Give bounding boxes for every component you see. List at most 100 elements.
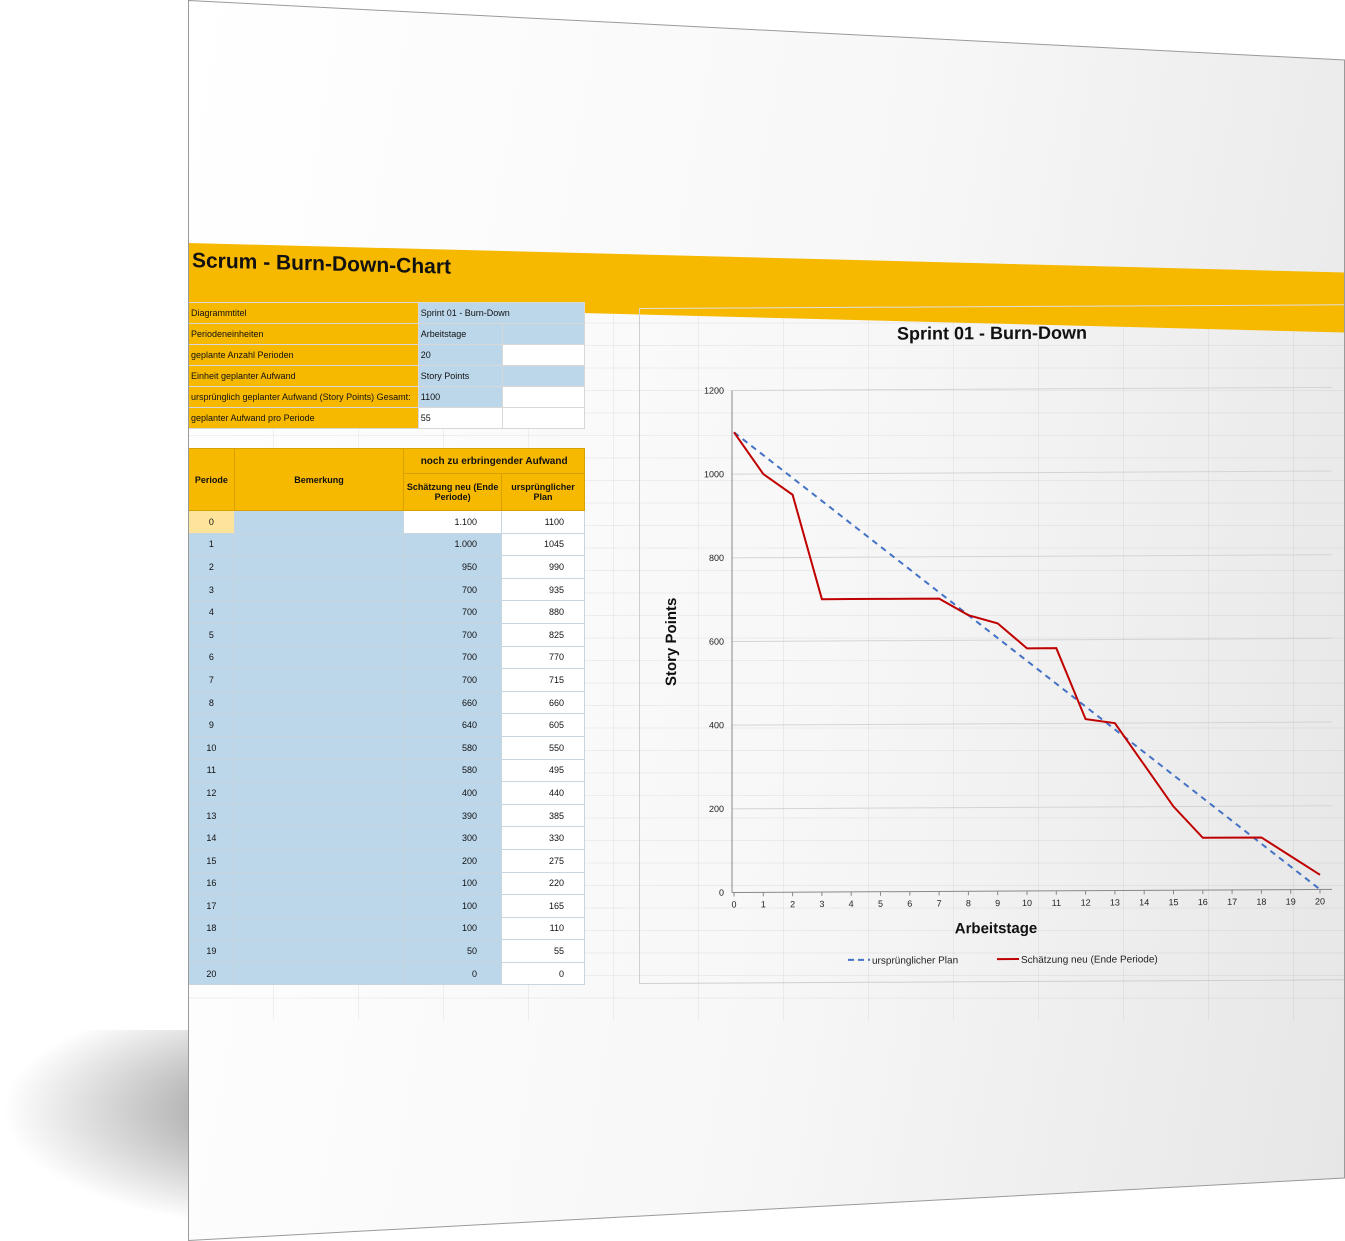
bemerkung-cell[interactable]	[233, 894, 405, 918]
schaetzung-cell[interactable]: 580	[403, 735, 503, 760]
periode-cell: 2	[188, 555, 235, 579]
bemerkung-cell[interactable]	[233, 916, 405, 941]
plan-cell: 385	[501, 803, 585, 828]
param-value[interactable]: 1100	[417, 386, 503, 408]
table-row: 9 640 605	[188, 713, 585, 737]
schaetzung-cell[interactable]: 1.100	[403, 510, 503, 534]
schaetzung-cell[interactable]: 640	[403, 713, 503, 737]
param-extra-cell[interactable]	[501, 365, 586, 387]
periode-cell: 11	[188, 758, 235, 783]
chart-svg: Sprint 01 - Burn-Down0200400600800100012…	[663, 323, 1332, 967]
param-value[interactable]: Story Points	[417, 365, 503, 387]
y-tick-label: 600	[709, 637, 724, 647]
table-row: 10 580 550	[188, 735, 585, 760]
bemerkung-cell[interactable]	[233, 735, 405, 760]
periode-cell: 13	[188, 803, 235, 828]
y-tick-label: 1200	[704, 386, 724, 396]
param-row: ursprünglich geplanter Aufwand (Story Po…	[188, 386, 586, 408]
bemerkung-cell[interactable]	[233, 532, 405, 557]
bemerkung-cell[interactable]	[233, 622, 405, 647]
table-row: 16 100 220	[188, 871, 585, 896]
schaetzung-cell[interactable]: 950	[403, 555, 503, 579]
bemerkung-cell[interactable]	[233, 961, 405, 986]
parameter-table: Diagrammtitel Sprint 01 - Burn-Down Period…	[188, 302, 586, 429]
bemerkung-cell[interactable]	[233, 555, 405, 579]
table-row: 18 100 110	[188, 916, 585, 941]
schaetzung-cell[interactable]: 700	[403, 577, 503, 602]
schaetzung-cell[interactable]: 0	[403, 961, 503, 986]
series-line-plan	[733, 431, 1321, 891]
plan-cell: 275	[501, 848, 585, 873]
bemerkung-cell[interactable]	[233, 600, 405, 624]
bemerkung-cell[interactable]	[233, 848, 405, 873]
y-tick-label: 400	[709, 720, 724, 730]
param-row: geplanter Aufwand pro Periode 55	[188, 407, 586, 429]
schaetzung-cell[interactable]: 700	[403, 668, 503, 692]
param-extra-cell[interactable]	[501, 386, 586, 408]
schaetzung-cell[interactable]: 390	[403, 803, 503, 828]
schaetzung-cell[interactable]: 580	[403, 758, 503, 783]
schaetzung-cell[interactable]: 300	[403, 826, 503, 850]
schaetzung-cell[interactable]: 100	[403, 894, 503, 918]
param-extra-cell[interactable]	[501, 344, 586, 366]
param-value[interactable]: Arbeitstage	[417, 323, 503, 345]
schaetzung-cell[interactable]: 200	[403, 848, 503, 873]
param-extra-cell[interactable]	[501, 407, 586, 429]
x-tick-label: 6	[907, 899, 912, 909]
bemerkung-cell[interactable]	[233, 713, 405, 737]
param-value[interactable]: 55	[417, 407, 503, 429]
x-tick-label: 20	[1315, 896, 1325, 906]
schaetzung-cell[interactable]: 100	[403, 916, 503, 941]
schaetzung-cell[interactable]: 660	[403, 690, 503, 715]
bemerkung-cell[interactable]	[233, 758, 405, 783]
bemerkung-cell[interactable]	[233, 781, 405, 805]
bemerkung-cell[interactable]	[233, 826, 405, 850]
schaetzung-cell[interactable]: 50	[403, 939, 503, 963]
burn-down-chart: Sprint 01 - Burn-Down 0 200 400 600 800 1000 12…	[639, 304, 1345, 985]
schaetzung-cell[interactable]: 700	[403, 645, 503, 670]
param-label: ursprünglich geplanter Aufwand (Story Po…	[188, 386, 419, 408]
bemerkung-cell[interactable]	[233, 645, 405, 670]
bemerkung-cell[interactable]	[233, 510, 405, 534]
x-tick-label: 9	[995, 898, 1000, 908]
bemerkung-cell[interactable]	[233, 803, 405, 828]
gridline	[732, 386, 1332, 392]
legend-label: ursprünglicher Plan	[872, 955, 958, 966]
col-header-bemerkung: Bemerkung	[233, 448, 405, 511]
x-tick-label: 14	[1139, 897, 1149, 907]
bemerkung-cell[interactable]	[233, 577, 405, 602]
periode-cell: 9	[188, 713, 235, 737]
plan-cell: 935	[501, 577, 585, 602]
plan-cell: 110	[501, 916, 585, 941]
schaetzung-cell[interactable]: 700	[403, 600, 503, 624]
col-header-plan: ursprünglicher Plan	[501, 473, 585, 511]
periode-cell: 19	[188, 939, 235, 963]
gridline	[732, 470, 1332, 475]
col-header-schaetzung: Schätzung neu (Ende Periode)	[403, 473, 503, 511]
periode-cell: 7	[188, 668, 235, 692]
x-tick-label: 8	[966, 898, 971, 908]
plan-cell: 165	[501, 894, 585, 918]
param-value[interactable]: 20	[417, 344, 503, 366]
schaetzung-cell[interactable]: 1.000	[403, 532, 503, 557]
table-row: 3 700 935	[188, 577, 585, 602]
param-label: Diagrammtitel	[188, 302, 419, 324]
table-row: 4 700 880	[188, 600, 585, 624]
x-tick-label: 10	[1022, 898, 1032, 908]
x-tick-label: 17	[1227, 897, 1237, 907]
schaetzung-cell[interactable]: 400	[403, 781, 503, 805]
param-value[interactable]: Sprint 01 - Burn-Down	[417, 302, 586, 324]
gridline	[732, 805, 1332, 810]
bemerkung-cell[interactable]	[233, 690, 405, 715]
effort-table: Periode Bemerkung noch zu erbringender A…	[188, 448, 585, 986]
bemerkung-cell[interactable]	[233, 668, 405, 692]
param-extra-cell[interactable]	[501, 323, 586, 345]
x-tick-label: 12	[1081, 898, 1091, 908]
schaetzung-cell[interactable]: 700	[403, 622, 503, 647]
x-tick-label: 16	[1198, 897, 1208, 907]
bemerkung-cell[interactable]	[233, 871, 405, 896]
bemerkung-cell[interactable]	[233, 939, 405, 963]
plan-cell: 825	[501, 622, 585, 647]
param-row: geplante Anzahl Perioden 20	[188, 344, 586, 366]
schaetzung-cell[interactable]: 100	[403, 871, 503, 896]
